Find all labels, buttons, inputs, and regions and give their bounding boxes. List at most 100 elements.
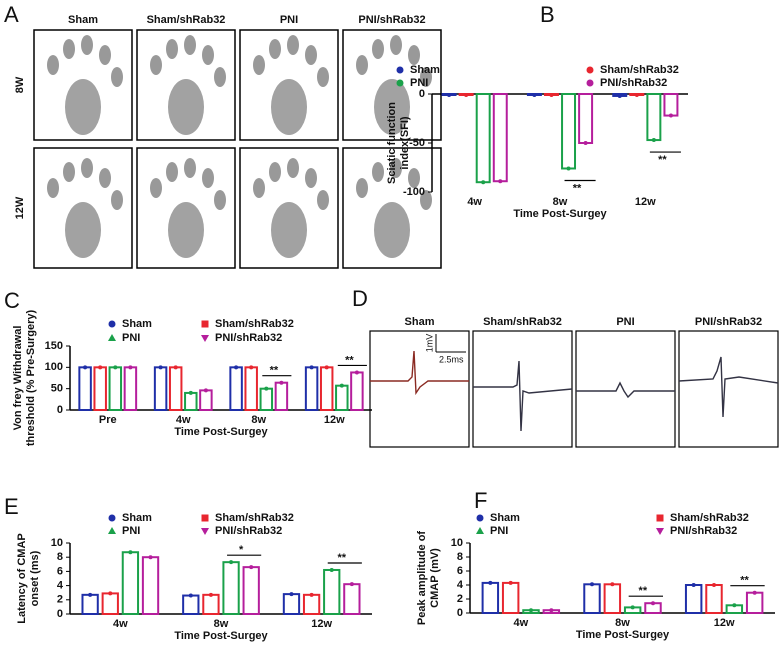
y-axis-label: Latency of CMAPonset (ms) xyxy=(16,533,41,623)
bar-mean-dot xyxy=(651,138,656,143)
x-tick-label: 4w xyxy=(113,618,128,630)
legend-marker xyxy=(396,79,404,87)
footprint-toe xyxy=(81,35,93,55)
bar-mean-dot xyxy=(188,593,193,598)
scale-label: 2.5ms xyxy=(439,354,464,364)
y-axis-label-line: Latency of CMAP xyxy=(16,533,28,623)
bar xyxy=(304,366,319,412)
bar xyxy=(141,556,160,616)
footprint-pad xyxy=(374,202,410,258)
footprint-toe xyxy=(47,55,59,75)
footprint-toe xyxy=(214,190,226,210)
footprint-toe xyxy=(63,162,75,182)
trace-title: PNI/shRab32 xyxy=(695,316,762,328)
bar-mean-dot xyxy=(732,603,737,608)
footprint-toe xyxy=(287,158,299,178)
legend-marker xyxy=(201,320,209,328)
bar-mean-dot xyxy=(630,605,635,610)
legend-label: PNI xyxy=(122,332,140,344)
bar xyxy=(182,594,200,615)
bar xyxy=(646,93,662,142)
bar-mean-dot xyxy=(712,583,716,587)
x-tick-label: 4w xyxy=(176,414,191,426)
x-tick-label: 12w xyxy=(311,618,332,630)
legend-marker xyxy=(108,527,116,534)
bar-mean-dot xyxy=(98,365,103,370)
bar-mean-dot xyxy=(549,92,554,97)
legend-marker xyxy=(656,514,664,522)
bar xyxy=(81,593,99,616)
footprint-toe xyxy=(99,168,111,188)
y-tick-label: 50 xyxy=(51,383,63,395)
y-tick-label: 8 xyxy=(57,551,63,563)
footprint-pad xyxy=(168,202,204,258)
bar-mean-dot xyxy=(249,365,254,370)
bar xyxy=(121,551,140,615)
bar-mean-dot xyxy=(324,365,329,370)
significance-label: ** xyxy=(338,552,347,564)
trace xyxy=(473,360,573,432)
bar xyxy=(184,391,198,411)
y-axis-label: Von frey Withdrawalthreshold (% Pre-Surg… xyxy=(12,310,37,447)
footprint-toe xyxy=(150,55,162,75)
footprint-toe xyxy=(287,35,299,55)
footprint-pad xyxy=(271,79,307,135)
bar xyxy=(168,366,183,412)
y-axis-label-line: Sciatic function xyxy=(386,102,398,184)
x-axis-label: Time Post-Surgey xyxy=(174,426,268,438)
bar xyxy=(481,581,500,615)
column-label: Sham/shRab32 xyxy=(147,14,226,26)
footprint-toe xyxy=(356,55,368,75)
bar xyxy=(705,584,723,614)
footprint-toe xyxy=(253,55,265,75)
legend-label: PNI xyxy=(490,525,508,537)
bar xyxy=(244,366,258,412)
legend-label: PNI xyxy=(122,525,140,537)
y-axis-label-line: index(SFI) xyxy=(399,116,411,170)
bar xyxy=(274,381,289,411)
legend-marker xyxy=(586,66,594,74)
x-tick-label: 8w xyxy=(553,196,568,208)
footprint-toe xyxy=(111,67,123,87)
bar-mean-dot xyxy=(188,390,193,395)
bar-mean-dot xyxy=(668,113,673,118)
legend-label: Sham xyxy=(490,512,520,524)
footprint-pad xyxy=(65,202,101,258)
bar-mean-dot xyxy=(498,179,503,184)
legend-label: Sham/shRab32 xyxy=(600,64,679,76)
bar-mean-dot xyxy=(354,370,359,375)
footprint-toe xyxy=(202,168,214,188)
bar-mean-dot xyxy=(532,92,537,97)
bar-mean-dot xyxy=(634,92,639,97)
footprint-toe xyxy=(111,190,123,210)
y-tick-label: 100 xyxy=(45,361,63,373)
x-tick-label: 12w xyxy=(324,414,345,426)
y-tick-label: 8 xyxy=(457,551,463,563)
x-tick-label: Pre xyxy=(99,414,117,426)
bar-mean-dot xyxy=(610,582,615,587)
row-label: 8W xyxy=(14,76,26,93)
y-tick-label: 10 xyxy=(51,537,63,549)
footprint-toe xyxy=(317,67,329,87)
footprint-toe xyxy=(408,168,420,188)
bar-mean-dot xyxy=(339,383,344,388)
x-tick-label: 8w xyxy=(214,618,229,630)
significance-label: ** xyxy=(270,365,279,377)
x-axis-label: Time Post-Surgey xyxy=(576,629,670,641)
bar-mean-dot xyxy=(158,365,163,370)
x-tick-label: 4w xyxy=(513,617,528,629)
footprint-toe xyxy=(390,35,402,55)
significance-label: ** xyxy=(573,182,582,194)
y-tick-label: 150 xyxy=(45,340,63,352)
panel-letter: D xyxy=(352,286,368,311)
footprint-toe xyxy=(47,178,59,198)
y-tick-label: 0 xyxy=(419,88,425,100)
bar xyxy=(561,93,577,170)
bar xyxy=(123,366,138,412)
y-tick-label: 2 xyxy=(457,593,463,605)
footprint-toe xyxy=(166,162,178,182)
bar xyxy=(242,566,260,616)
bar-mean-dot xyxy=(590,582,594,587)
x-tick-label: 8w xyxy=(615,617,630,629)
footprint-toe xyxy=(214,67,226,87)
